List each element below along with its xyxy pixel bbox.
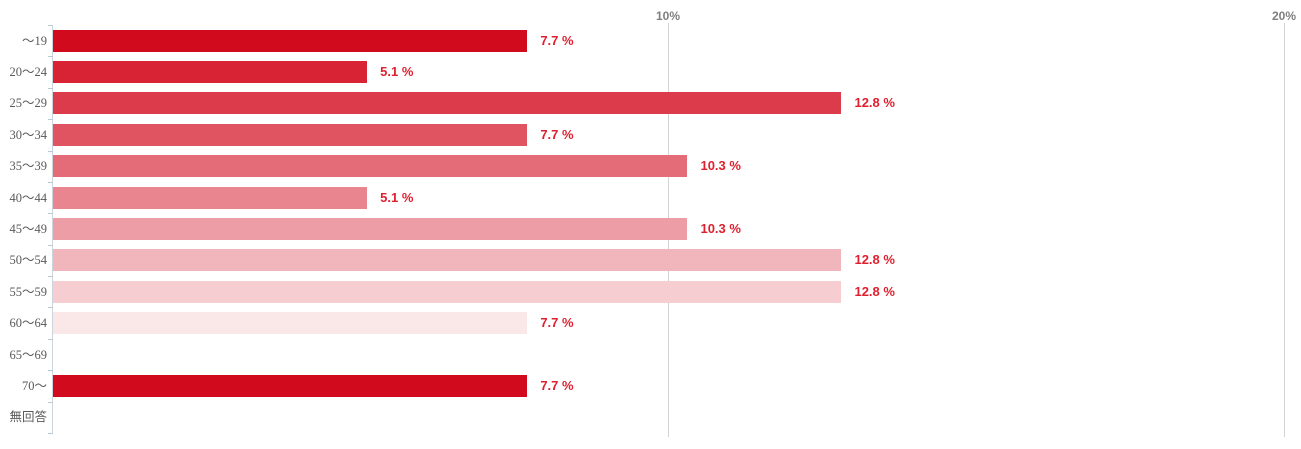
value-label: 5.1 % [380,189,414,205]
category-label: 60〜64 [9,316,47,331]
bar [53,280,842,303]
bar [53,249,842,272]
value-label: 7.7 % [540,315,574,331]
x-axis-tick-label-20: 20% [1271,9,1297,23]
y-axis-tick [48,307,53,309]
value-label: 10.3 % [700,221,741,236]
category-label: 35〜39 [9,159,47,174]
value-label: 12.8 % [854,283,895,299]
bar [53,61,368,84]
y-axis-tick [48,150,53,152]
category-label: 50〜54 [9,253,47,268]
category-label: 30〜34 [9,127,47,142]
x-axis-tick-label-10: 10% [655,9,681,23]
value-label: 7.7 % [540,377,574,393]
y-axis-tick [48,370,53,372]
y-axis-tick [48,433,53,434]
category-label: 40〜44 [9,190,47,205]
category-label: 45〜49 [9,222,47,236]
gridline-20-percent [1284,23,1285,437]
bar [53,374,528,397]
y-axis-tick [48,213,53,215]
bar [53,155,688,178]
bar [53,123,528,146]
y-axis-tick [48,276,53,278]
value-label: 7.7 % [540,126,574,142]
y-axis-tick [48,119,53,121]
value-label: 10.3 % [700,158,741,174]
bar [53,312,528,335]
bar [53,29,528,52]
y-axis-line [52,25,53,433]
category-label: 70〜 [21,378,47,393]
y-axis-tick [48,87,53,89]
category-label: 〜19 [21,33,47,48]
bar [53,218,688,240]
value-label: 12.8 % [854,252,895,268]
y-axis-tick [48,244,53,246]
category-label: 25〜29 [9,96,47,111]
category-label: 55〜59 [9,284,47,299]
value-label: 7.7 % [540,32,574,48]
y-axis-tick [48,401,53,403]
category-label: 20〜24 [9,65,47,80]
value-label: 5.1 % [380,64,414,80]
value-label: 12.8 % [854,95,895,111]
bar [53,92,842,115]
y-axis-tick [48,181,53,183]
bar [53,186,368,209]
y-axis-tick [48,338,53,340]
y-axis-tick [48,56,53,58]
category-label: 無回答 [9,410,47,425]
y-axis-tick [48,25,53,26]
category-label: 65〜69 [9,347,47,362]
